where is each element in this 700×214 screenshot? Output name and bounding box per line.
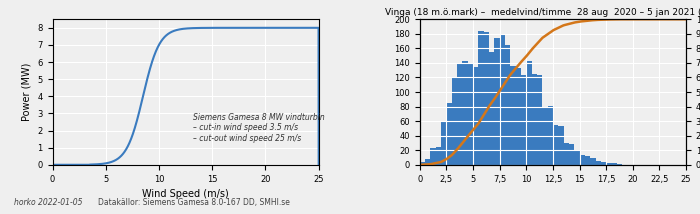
Bar — [558, 126, 564, 165]
Bar — [612, 163, 617, 165]
Bar — [569, 144, 574, 165]
Bar — [553, 125, 558, 165]
Bar — [489, 52, 494, 165]
Bar — [452, 78, 457, 165]
Bar — [580, 155, 585, 165]
Bar — [463, 61, 468, 165]
Bar — [617, 164, 622, 165]
Bar — [564, 143, 569, 165]
Text: horko 2022-01-05: horko 2022-01-05 — [14, 198, 83, 207]
Bar — [457, 64, 463, 165]
X-axis label: Wind Speed (m/s): Wind Speed (m/s) — [142, 189, 229, 199]
Bar — [596, 161, 601, 165]
Bar — [531, 74, 537, 165]
Bar — [516, 68, 521, 165]
Bar — [505, 45, 510, 165]
Text: Datakällor: Siemens Gamesa 8.0-167 DD, SMHI.se: Datakällor: Siemens Gamesa 8.0-167 DD, S… — [98, 198, 290, 207]
Bar — [468, 64, 473, 165]
Bar — [601, 162, 606, 165]
Bar — [478, 31, 484, 165]
Bar — [585, 156, 590, 165]
Bar — [447, 103, 452, 165]
Bar — [425, 159, 430, 165]
Bar — [537, 74, 542, 165]
Bar — [484, 32, 489, 165]
Bar — [590, 158, 596, 165]
Bar — [436, 147, 441, 165]
Bar — [606, 163, 612, 165]
Bar — [494, 38, 500, 165]
Bar — [420, 162, 425, 165]
Bar — [500, 35, 505, 165]
Bar — [430, 148, 436, 165]
Bar — [441, 121, 447, 165]
Title: Vinga (18 m.ö.mark) –  medelvind/timme  28 aug  2020 – 5 jan 2021 (m/s): Vinga (18 m.ö.mark) – medelvind/timme 28… — [385, 8, 700, 17]
Bar — [510, 66, 516, 165]
Y-axis label: Power (MW): Power (MW) — [22, 63, 32, 121]
Bar — [574, 150, 580, 165]
Bar — [473, 67, 478, 165]
Text: Siemens Gamesa 8 MW vindturbin
– cut-in wind speed 3.5 m/s
– cut-out wind speed : Siemens Gamesa 8 MW vindturbin – cut-in … — [193, 113, 325, 143]
Bar — [521, 74, 526, 165]
Bar — [526, 61, 531, 165]
Bar — [547, 106, 553, 165]
Bar — [542, 107, 547, 165]
